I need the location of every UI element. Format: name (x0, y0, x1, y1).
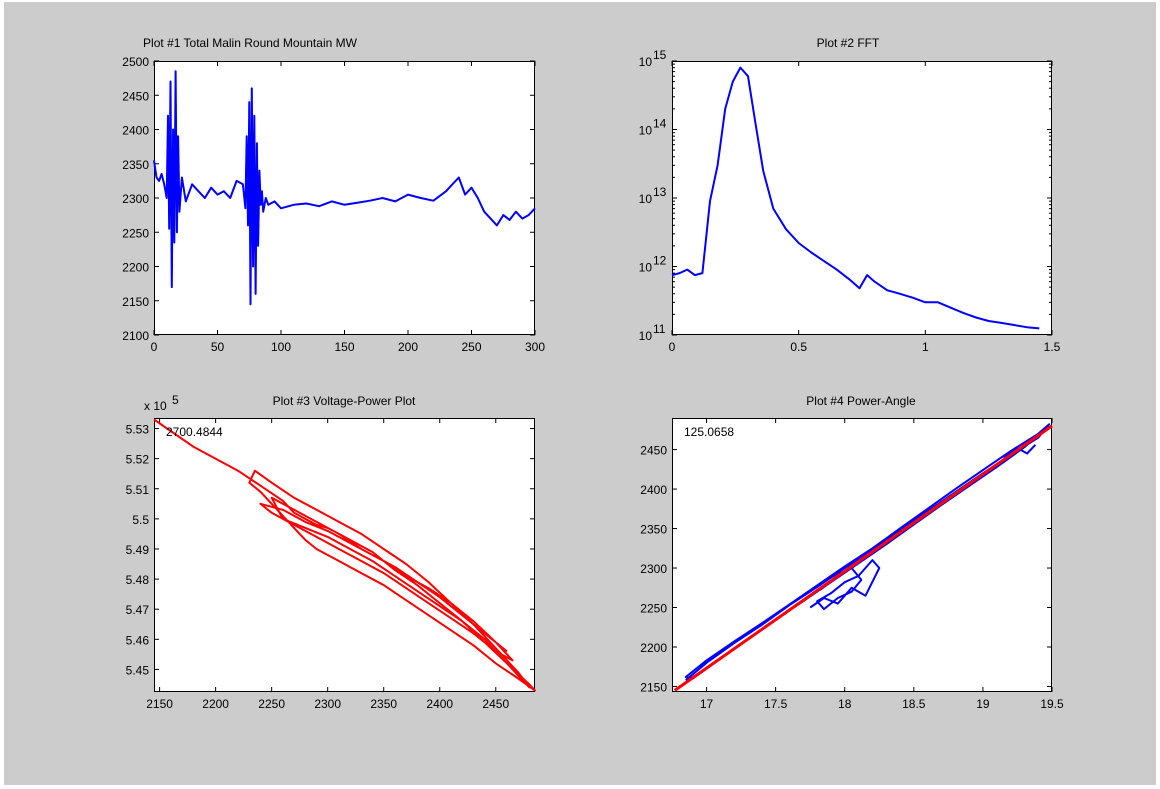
plot4-title: Plot #4 Power-Angle (806, 394, 916, 408)
figure-window: Plot #1 Total Malin Round Mountain MW Pl… (4, 2, 1156, 785)
plot3-ytick-label: 5.5 (132, 513, 149, 527)
plot3-xtick-label: 2300 (314, 697, 341, 711)
plot3-ytick-label: 5.52 (126, 453, 150, 467)
plot1-ytick-label: 2300 (122, 192, 149, 206)
plot2-ytick-exponent: 11 (653, 322, 666, 336)
plot2-ytick-label: 10 (639, 329, 653, 343)
plot3-ytick-label: 5.53 (126, 423, 150, 437)
plot4-ytick-label: 2400 (640, 483, 667, 497)
plot4-ytick-label: 2350 (640, 523, 667, 537)
plot4-ytick-label: 2250 (640, 602, 667, 616)
plot3-ytick-label: 5.46 (126, 633, 150, 647)
plot3-annotation: 2700.4844 (166, 425, 223, 439)
plot2-series-0 (671, 66, 1040, 330)
plot1-ytick-label: 2150 (122, 295, 149, 309)
plot3-ytick-label: 5.45 (126, 663, 150, 677)
plot4-series-2 (1003, 444, 1037, 459)
plot1-ytick-label: 2250 (122, 226, 149, 240)
chart-layer: 0 50 100 150 200 250 3002100215022002250230023… (122, 48, 1064, 711)
plot4-xtick-label: 19.5 (1040, 697, 1064, 711)
plot4-xtick-label: 18.5 (902, 697, 926, 711)
plot3-ytick-label: 5.48 (126, 573, 150, 587)
plot3-axes (154, 418, 535, 692)
plot2-ytick-label: 10 (639, 192, 653, 206)
plot2-xtick-label: 0.5 (790, 340, 807, 354)
plot4-series-3 (673, 424, 1053, 692)
plot4-ytick-label: 2300 (640, 562, 667, 576)
plot3-xtick-label: 2350 (370, 697, 397, 711)
plot4-annotation: 125.0658 (684, 425, 734, 439)
plot3-exponent-label: x 10 (144, 399, 167, 413)
plot3-ytick-label: 5.47 (126, 603, 150, 617)
plot3-xtick-label: 2150 (146, 697, 173, 711)
plot1-ytick-label: 2500 (122, 55, 149, 69)
plot3-series-0 (153, 418, 536, 692)
plot2-title: Plot #2 FFT (816, 36, 880, 50)
plot2-xtick-label: 1.5 (1044, 340, 1061, 354)
plot4-series-0 (684, 423, 1051, 681)
plot1-series-0 (153, 70, 536, 306)
plot4-xtick-label: 18 (838, 697, 852, 711)
plot3-xtick-label: 2250 (258, 697, 285, 711)
plot3-xtick-label: 2400 (426, 697, 453, 711)
plot1-xtick-label: 300 (525, 340, 545, 354)
plot3-xtick-label: 2450 (482, 697, 509, 711)
plot2-ytick-exponent: 14 (653, 117, 667, 131)
plot2-xtick-label: 1 (922, 340, 929, 354)
plot4-xtick-label: 19 (976, 697, 990, 711)
plot4-ytick-label: 2150 (640, 680, 667, 694)
plot3-xtick-label: 2200 (202, 697, 229, 711)
plot1-xtick-label: 150 (334, 340, 354, 354)
plot1-xtick-label: 50 (211, 340, 225, 354)
plot2-ytick-label: 10 (639, 261, 653, 275)
plot3-title: Plot #3 Voltage-Power Plot (272, 394, 416, 408)
plot2-ytick-exponent: 12 (653, 254, 667, 268)
plot2-ytick-exponent: 13 (653, 185, 667, 199)
plot4-xtick-label: 17 (700, 697, 714, 711)
plot4-ytick-label: 2200 (640, 641, 667, 655)
plot4-xtick-label: 17.5 (764, 697, 788, 711)
plot3-exponent-power: 5 (172, 393, 179, 407)
plot3-ytick-label: 5.49 (126, 543, 150, 557)
plot1-xtick-label: 250 (461, 340, 481, 354)
plot2-ytick-exponent: 15 (653, 48, 667, 62)
plot3-ytick-label: 5.51 (126, 483, 150, 497)
plot1-ytick-label: 2100 (122, 329, 149, 343)
plot2-ytick-label: 10 (639, 124, 653, 138)
plot1-xtick-label: 200 (398, 340, 418, 354)
plot1-xtick-label: 0 (151, 340, 158, 354)
plot4-ytick-label: 2450 (640, 444, 667, 458)
plot1-ytick-label: 2200 (122, 261, 149, 275)
plot1-ytick-label: 2350 (122, 158, 149, 172)
plot1-xtick-label: 100 (271, 340, 291, 354)
plot1-title: Plot #1 Total Malin Round Mountain MW (143, 36, 357, 50)
plot2-ytick-label: 10 (639, 55, 653, 69)
plot1-ytick-label: 2450 (122, 89, 149, 103)
plot1-ytick-label: 2400 (122, 124, 149, 138)
plot2-xtick-label: 0 (669, 340, 676, 354)
